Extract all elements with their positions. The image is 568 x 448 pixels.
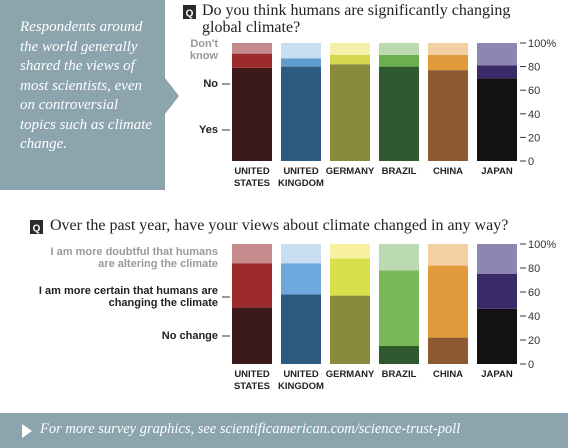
bar-segment — [232, 43, 272, 54]
y-tick-label: 20 — [528, 335, 540, 347]
bar-segment — [477, 308, 517, 364]
bar-segment — [428, 54, 468, 71]
x-tick-label: CHINA — [432, 166, 464, 177]
bar-segment — [232, 244, 272, 264]
series-label: No — [203, 78, 218, 90]
bar-segment — [281, 244, 321, 264]
bar-segment — [477, 78, 517, 161]
y-tick-label: 80 — [528, 62, 540, 74]
chart-title: Over the past year, have your views abou… — [50, 217, 509, 234]
series-label: I am more doubtful that humans are alter… — [50, 246, 218, 270]
x-tick-label: GERMANY — [325, 369, 375, 380]
bar-segment — [330, 54, 370, 65]
bar-segment — [330, 43, 370, 55]
question-badge — [183, 5, 196, 19]
footer-icon — [22, 424, 32, 438]
bar-segment — [379, 244, 419, 271]
x-tick-label: UNITED STATES — [233, 369, 271, 392]
sidebar-panel — [0, 0, 179, 190]
bar-segment — [428, 265, 468, 338]
bar-segment — [232, 263, 272, 308]
y-tick-label: 40 — [528, 109, 540, 121]
chart-title: Do you think humans are significantly ch… — [202, 2, 511, 36]
footer-bar — [0, 413, 568, 448]
question-badge-text: Q — [33, 224, 41, 235]
bar-segment — [281, 294, 321, 364]
y-tick-label: 60 — [528, 85, 540, 97]
bar-segment — [379, 43, 419, 55]
series-label: Don't know — [189, 38, 218, 62]
bar-segment — [232, 53, 272, 68]
bar-segment — [232, 67, 272, 161]
question-badge-text: Q — [186, 9, 194, 20]
bar-segment — [428, 70, 468, 161]
bar-segment — [379, 54, 419, 67]
x-tick-label: BRAZIL — [381, 166, 417, 177]
series-label: I am more certain that humans are changi… — [38, 285, 218, 309]
bar-segment — [477, 65, 517, 79]
x-tick-label: JAPAN — [481, 166, 513, 177]
bar-segment — [379, 270, 419, 346]
y-tick-label: 100% — [528, 239, 556, 251]
bar-segment — [281, 58, 321, 67]
series-label: Yes — [199, 124, 218, 136]
bar-segment — [330, 64, 370, 161]
x-tick-label: BRAZIL — [381, 369, 417, 380]
series-label: No change — [161, 330, 218, 342]
x-tick-label: GERMANY — [325, 166, 375, 177]
y-tick-label: 0 — [528, 359, 534, 371]
bar-segment — [281, 66, 321, 161]
y-tick-label: 0 — [528, 156, 534, 168]
bar-segment — [330, 295, 370, 364]
y-tick-label: 100% — [528, 38, 556, 50]
bar-segment — [428, 337, 468, 364]
y-tick-label: 20 — [528, 132, 540, 144]
y-tick-label: 80 — [528, 263, 540, 275]
bar-segment — [281, 43, 321, 59]
bar-segment — [330, 258, 370, 296]
bar-segment — [330, 244, 370, 259]
y-tick-label: 40 — [528, 311, 540, 323]
x-tick-label: UNITED KINGDOM — [278, 166, 324, 189]
bar-segment — [477, 43, 517, 66]
bar-segment — [379, 66, 419, 161]
x-tick-label: CHINA — [432, 369, 464, 380]
footer-text: For more survey graphics, see scientific… — [40, 421, 461, 437]
x-tick-label: JAPAN — [481, 369, 513, 380]
question-badge — [30, 220, 43, 234]
bar-segment — [428, 244, 468, 266]
x-tick-label: UNITED KINGDOM — [278, 369, 324, 392]
bar-segment — [281, 263, 321, 295]
y-tick-label: 60 — [528, 287, 540, 299]
bar-segment — [477, 244, 517, 274]
sidebar-text: Respondents around the world generally s… — [20, 19, 153, 152]
bar-segment — [232, 307, 272, 364]
x-tick-label: UNITED STATES — [233, 166, 271, 189]
bar-segment — [379, 346, 419, 364]
bar-segment — [428, 43, 468, 55]
bar-segment — [477, 274, 517, 309]
